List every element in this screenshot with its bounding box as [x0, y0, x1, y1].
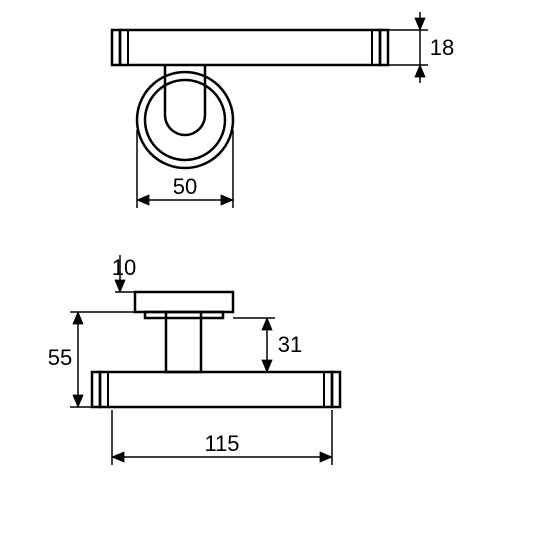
- dim-55-label: 55: [48, 345, 72, 370]
- dim-18-label: 18: [430, 35, 454, 60]
- handle-front: [100, 372, 332, 407]
- handle-top: [120, 30, 380, 65]
- dim-31: 31: [201, 318, 302, 372]
- rose-outer-circle: [137, 72, 233, 168]
- top-view: 18 50: [112, 12, 454, 208]
- dim-50-label: 50: [173, 174, 197, 199]
- dim-10-label: 10: [112, 255, 136, 280]
- dim-55: 55: [48, 312, 145, 407]
- handle-front-endcap-right: [332, 372, 340, 407]
- dim-18: 18: [388, 12, 454, 83]
- rose-plate: [135, 292, 233, 312]
- dim-10: 10: [112, 255, 136, 292]
- front-view: 10 55 31 115: [48, 255, 340, 465]
- technical-drawing: 18 50 10: [0, 0, 551, 551]
- handle-endcap-left: [112, 30, 120, 65]
- shaft-u: [165, 65, 205, 135]
- shaft-front: [166, 312, 201, 372]
- dim-115: 115: [112, 410, 332, 465]
- dim-31-label: 31: [278, 332, 302, 357]
- handle-front-endcap-left: [92, 372, 100, 407]
- handle-endcap-right: [380, 30, 388, 65]
- rose-inner-circle: [145, 80, 225, 160]
- dim-115-label: 115: [204, 431, 239, 456]
